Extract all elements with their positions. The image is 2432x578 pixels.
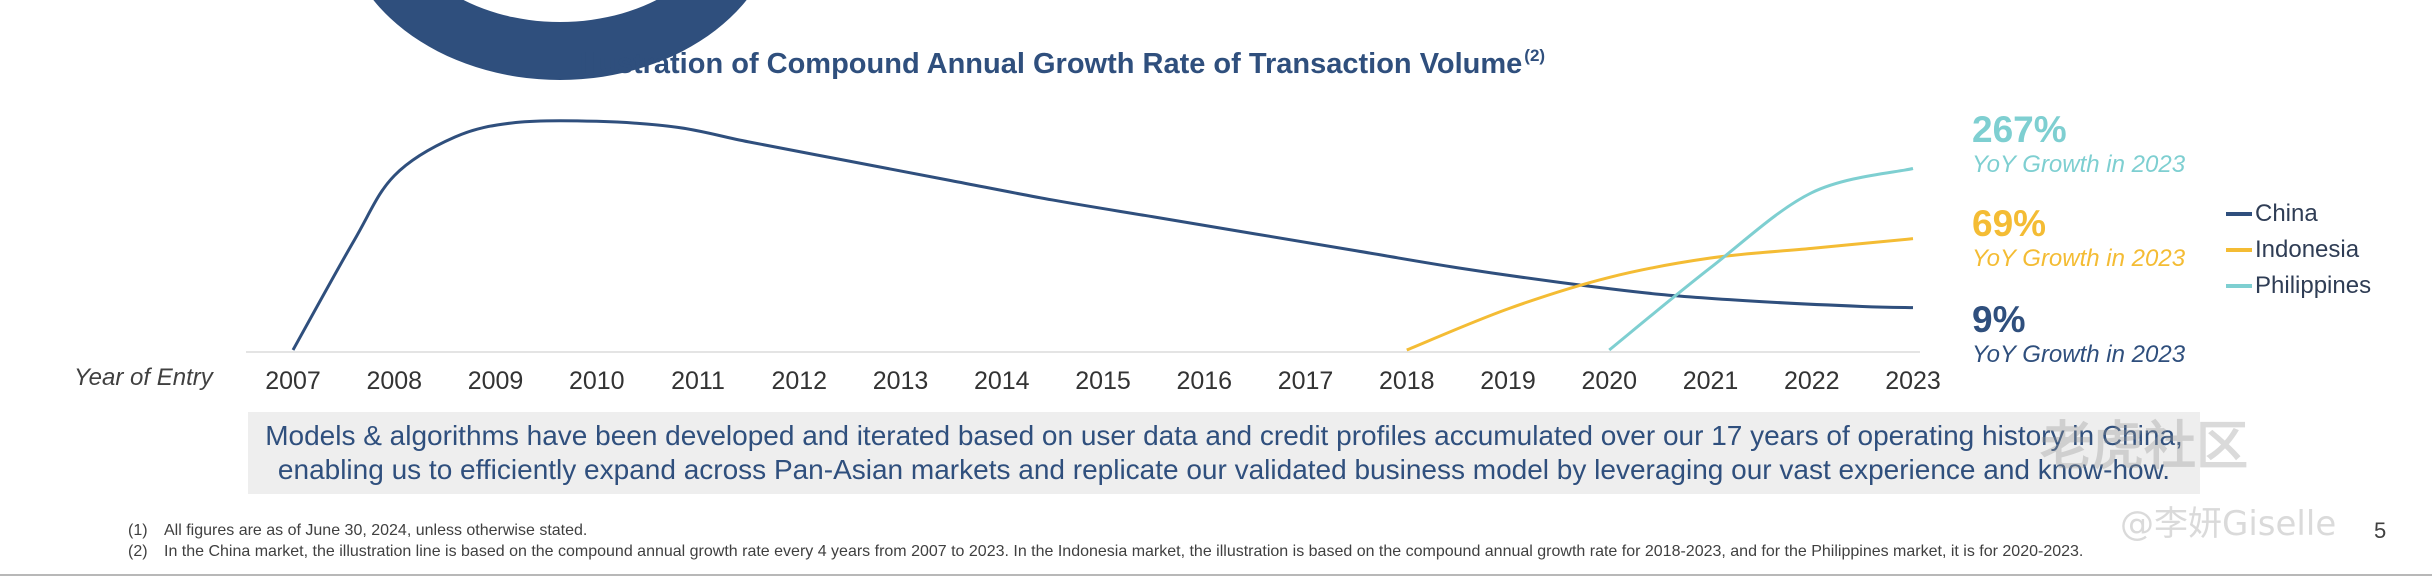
series-layer [291, 119, 1914, 352]
x-tick-label: 2013 [873, 367, 929, 395]
banner-line: Models & algorithms have been developed … [265, 420, 2183, 451]
annotation-philippines: 267% YoY Growth in 2023 [1972, 110, 2185, 180]
summary-banner: Models & algorithms have been developed … [248, 412, 2200, 494]
legend-swatch [2226, 212, 2252, 216]
series-line-philippines [1608, 167, 1914, 352]
footnote-key: (2) [128, 543, 148, 560]
series-line-china [291, 119, 1914, 351]
banner-line: enabling us to efficiently expand across… [277, 454, 2171, 485]
footnote-text: In the China market, the illustration li… [164, 543, 2084, 560]
x-tick-label: 2016 [1176, 367, 1232, 395]
footnote: (2) In the China market, the illustratio… [128, 541, 2083, 562]
x-tick-label: 2007 [265, 367, 321, 395]
annotation-percent: 69% [1972, 203, 2047, 244]
x-tick-label: 2012 [771, 367, 827, 395]
x-tick-label: 2021 [1683, 367, 1739, 395]
footnote: (1) All figures are as of June 30, 2024,… [128, 520, 2083, 541]
legend-swatch [2226, 284, 2252, 288]
x-tick-label: 2010 [569, 367, 625, 395]
watermark-handle: @李妍Giselle [2120, 504, 2337, 544]
x-tick-label: 2011 [671, 367, 725, 395]
legend-item-philippines: Philippines [2226, 268, 2371, 304]
footnote-key: (1) [128, 522, 148, 539]
bottom-divider [0, 574, 2432, 576]
legend-label: Philippines [2255, 272, 2372, 299]
footnotes: (1) All figures are as of June 30, 2024,… [128, 520, 2083, 562]
chart-title: Illustration of Compound Annual Growth R… [0, 46, 2120, 81]
legend-label: Indonesia [2255, 236, 2360, 263]
legend-swatch [2226, 248, 2252, 252]
annotation-percent: 267% [1972, 109, 2067, 150]
x-tick-label: 2020 [1581, 367, 1637, 395]
x-tick-label: 2018 [1379, 367, 1435, 395]
chart-legend: China Indonesia Philippines [2226, 196, 2371, 304]
x-tick-label: 2015 [1075, 367, 1131, 395]
annotation-text: YoY Growth in 2023 [1972, 151, 2186, 178]
series-line-indonesia [1406, 237, 1914, 352]
x-tick-label: 2008 [366, 367, 422, 395]
x-tick-label: 2009 [468, 367, 524, 395]
legend-label: China [2255, 200, 2318, 227]
annotation-china: 9% YoY Growth in 2023 [1972, 300, 2185, 370]
x-tick-label: 2014 [974, 367, 1030, 395]
title-footnote-marker: (2) [1524, 46, 1546, 65]
legend-item-china: China [2226, 196, 2371, 232]
x-tick-label: 2023 [1885, 367, 1941, 395]
x-tick-labels: 2007 2008 2009 2010 2011 2012 2013 2014 2015 2016… [265, 367, 1941, 395]
x-axis-label: Year of Entry [74, 364, 213, 391]
chart-title-text: Illustration of Compound Annual Growth R… [574, 48, 1523, 80]
page-number: 5 [2374, 518, 2387, 543]
x-tick-label: 2017 [1278, 367, 1334, 395]
x-tick-label: 2022 [1784, 367, 1840, 395]
x-tick-label: 2019 [1480, 367, 1536, 395]
annotation-percent: 9% [1972, 299, 2026, 340]
annotation-indonesia: 69% YoY Growth in 2023 [1972, 204, 2185, 274]
legend-item-indonesia: Indonesia [2226, 232, 2371, 268]
footnote-text: All figures are as of June 30, 2024, unl… [164, 522, 588, 539]
watermark: 老虎社区 [2040, 417, 2249, 477]
annotation-text: YoY Growth in 2023 [1972, 245, 2186, 272]
annotation-text: YoY Growth in 2023 [1972, 341, 2186, 368]
